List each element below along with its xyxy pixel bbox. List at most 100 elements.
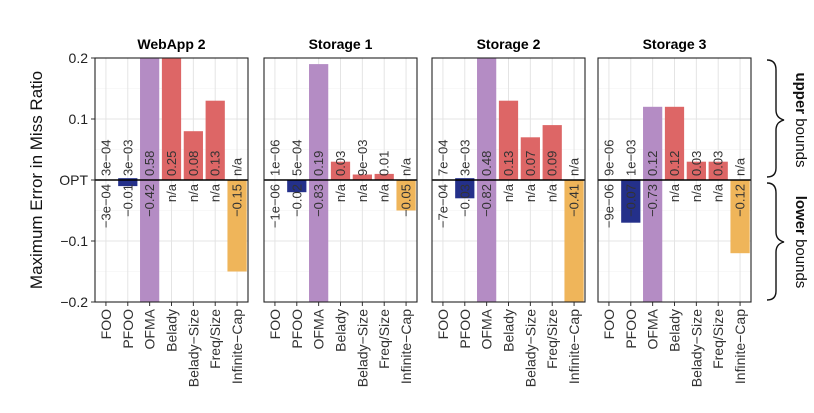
bar-label-upper-ofma: 0.12 [645, 151, 660, 176]
bar-label-upper-pfoo: 5e−04 [289, 139, 304, 176]
bar-upper-pfoo [118, 178, 138, 180]
panel-title: Storage 2 [477, 36, 541, 52]
x-tick-label-belady: Belady [667, 309, 683, 352]
x-tick-label-freq-size: Freq/Size [207, 309, 223, 369]
bar-label-upper-foo: 9e−06 [601, 139, 616, 176]
bar-label-lower-foo: −3e−04 [98, 184, 113, 228]
lower-bounds-label: lower bounds [792, 196, 809, 289]
panel-storage-1: 1e−06 −1e−06 FOO 5e−04 −0.02 PFOO 0.19 −0.83 OFM… [263, 36, 418, 387]
x-tick-label-ofma: OFMA [479, 308, 495, 349]
bar-lower-infinite-cap [227, 180, 247, 272]
bar-upper-freq-size [374, 173, 394, 180]
bar-label-upper-ofma: 0.48 [479, 151, 494, 176]
bar-label-upper-belady-size: 0.03 [689, 151, 704, 176]
bar-label-upper-belady: 0.25 [164, 151, 179, 176]
bar-label-lower-belady-size: n/a [689, 183, 704, 202]
bar-upper-belady-size [183, 131, 203, 180]
bar-label-lower-freq-size: n/a [208, 183, 223, 202]
bar-label-lower-foo: −7e−04 [435, 184, 450, 228]
bar-label-upper-pfoo: 3e−03 [120, 139, 135, 176]
bar-upper-belady-size [520, 137, 540, 180]
x-tick-label-belady-size: Belady−Size [354, 309, 370, 387]
y-tick-label: 0.2 [69, 50, 89, 66]
bar-lower-pfoo [621, 180, 641, 223]
bar-upper-freq-size [542, 125, 562, 180]
bar-label-lower-infinite-cap: −0.05 [399, 184, 414, 217]
x-tick-label-foo: FOO [267, 309, 283, 339]
bar-lower-pfoo [455, 180, 475, 199]
bar-label-upper-freq-size: 0.01 [377, 151, 392, 176]
bar-label-upper-freq-size: 0.09 [545, 151, 560, 176]
x-tick-label-infinite-cap: Infinite−Cap [566, 309, 582, 384]
bar-lower-ofma [309, 180, 329, 302]
bar-upper-belady [498, 100, 519, 180]
bar-label-upper-belady-size: 0.07 [523, 151, 538, 176]
x-tick-label-freq-size: Freq/Size [710, 309, 726, 369]
bar-label-lower-belady: n/a [333, 183, 348, 202]
bar-lower-ofma [643, 180, 663, 302]
x-tick-label-infinite-cap: Infinite−Cap [398, 309, 414, 384]
bar-label-upper-ofma: 0.19 [311, 151, 326, 176]
bar-upper-belady-size [686, 161, 706, 180]
panel-title: WebApp 2 [137, 36, 205, 52]
bar-lower-pfoo [287, 180, 307, 193]
bar-label-upper-foo: 1e−06 [267, 139, 282, 176]
x-tick-label-pfoo: PFOO [289, 309, 305, 349]
bar-lower-infinite-cap [396, 180, 416, 211]
bar-label-upper-infinite-cap: n/a [567, 157, 582, 176]
bar-label-lower-belady-size: n/a [523, 183, 538, 202]
bar-lower-ofma [477, 180, 497, 302]
bar-lower-ofma [140, 180, 160, 302]
x-tick-label-pfoo: PFOO [120, 309, 136, 349]
bar-label-lower-pfoo: −0.01 [120, 184, 135, 217]
bar-lower-infinite-cap [730, 180, 750, 254]
panel-frame [94, 57, 249, 303]
upper-bounds-label: upper bounds [792, 72, 809, 167]
bar-upper-belady-size [352, 174, 372, 180]
bar-label-upper-belady: 0.13 [501, 151, 516, 176]
bar-label-upper-foo: 7e−04 [435, 139, 450, 176]
bar-label-lower-ofma: −0.83 [311, 184, 326, 217]
bar-label-lower-belady-size: n/a [186, 183, 201, 202]
bar-label-lower-ofma: −0.73 [645, 184, 660, 217]
x-tick-label-foo: FOO [435, 309, 451, 339]
x-tick-label-foo: FOO [98, 309, 114, 339]
x-tick-label-infinite-cap: Infinite−Cap [229, 309, 245, 384]
bar-label-upper-belady: 0.12 [667, 151, 682, 176]
panels-group: 0.2 0.1 OPT −0.1 −0.2 3e−04 −3e−04 FOO 3e−03 −0.0… [59, 36, 752, 387]
y-tick-label: OPT [59, 172, 88, 188]
bar-upper-belady [664, 106, 685, 180]
x-tick-label-freq-size: Freq/Size [544, 309, 560, 369]
bar-upper-freq-size [708, 161, 728, 180]
y-tick-label: −0.1 [60, 233, 88, 249]
upper-bracket [766, 59, 785, 178]
x-tick-label-infinite-cap: Infinite−Cap [732, 309, 748, 384]
bar-label-lower-pfoo: −0.02 [289, 184, 304, 217]
bar-label-upper-pfoo: 1e−03 [623, 139, 638, 176]
bar-lower-infinite-cap [564, 180, 584, 302]
x-tick-label-belady: Belady [501, 309, 517, 352]
bar-label-lower-pfoo: −0.03 [457, 184, 472, 217]
y-axis-title: Maximum Error in Miss Ratio [27, 71, 46, 289]
x-tick-label-ofma: OFMA [311, 308, 327, 349]
x-tick-label-foo: FOO [601, 309, 617, 339]
bar-lower-pfoo [118, 180, 138, 187]
x-tick-label-pfoo: PFOO [623, 309, 639, 349]
x-tick-label-pfoo: PFOO [457, 309, 473, 349]
bar-label-lower-freq-size: n/a [545, 183, 560, 202]
panel-frame [431, 57, 586, 303]
x-tick-label-belady: Belady [164, 309, 180, 352]
bar-upper-ofma [643, 106, 663, 180]
y-tick-label: −0.2 [60, 294, 88, 310]
lower-bracket [766, 182, 785, 301]
bar-label-lower-belady: n/a [501, 183, 516, 202]
x-tick-label-belady: Belady [333, 309, 349, 352]
x-tick-label-ofma: OFMA [142, 308, 158, 349]
bar-upper-freq-size [205, 100, 225, 180]
x-tick-label-belady-size: Belady−Size [688, 309, 704, 387]
x-tick-label-freq-size: Freq/Size [376, 309, 392, 369]
bar-label-upper-foo: 3e−04 [98, 139, 113, 176]
bar-label-upper-infinite-cap: n/a [399, 157, 414, 176]
bar-upper-ofma [140, 58, 160, 180]
